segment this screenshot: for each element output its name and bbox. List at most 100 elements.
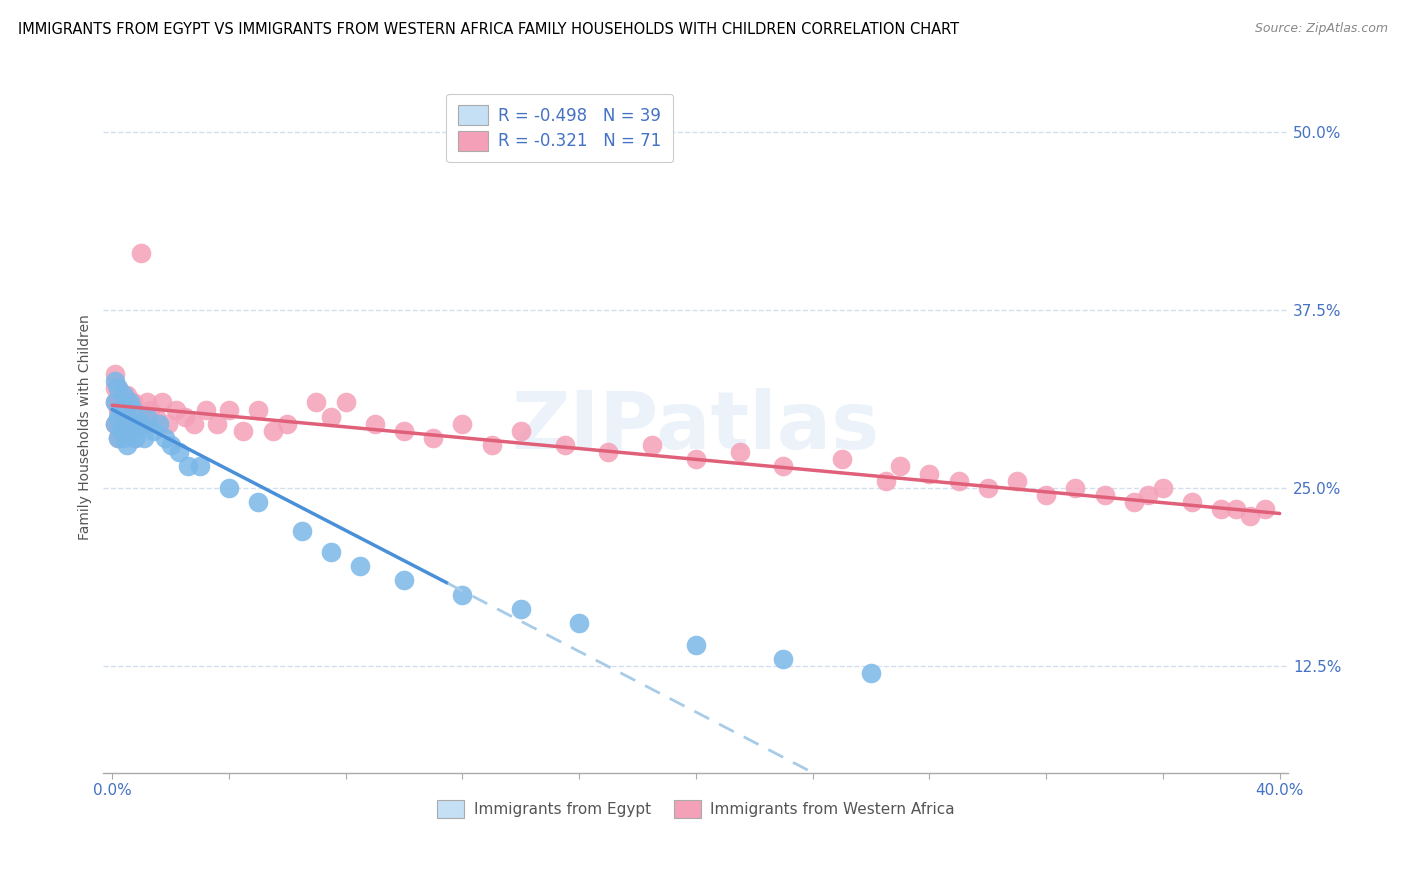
Point	[772, 459, 794, 474]
Point	[349, 559, 371, 574]
Point	[127, 417, 149, 431]
Point	[165, 402, 187, 417]
Point	[1211, 502, 1233, 516]
Point	[145, 409, 167, 424]
Point	[918, 467, 941, 481]
Point	[889, 459, 911, 474]
Point	[262, 424, 284, 438]
Point	[205, 417, 228, 431]
Point	[104, 417, 127, 431]
Point	[948, 474, 970, 488]
Point	[319, 545, 342, 559]
Point	[509, 602, 531, 616]
Point	[247, 495, 270, 509]
Point	[121, 395, 143, 409]
Point	[1064, 481, 1087, 495]
Point	[875, 474, 897, 488]
Point	[1122, 495, 1144, 509]
Point	[110, 388, 132, 402]
Point	[831, 452, 853, 467]
Point	[110, 424, 132, 438]
Point	[107, 381, 129, 395]
Point	[218, 402, 240, 417]
Point	[183, 417, 205, 431]
Legend: Immigrants from Egypt, Immigrants from Western Africa: Immigrants from Egypt, Immigrants from W…	[430, 794, 962, 824]
Point	[305, 395, 328, 409]
Point	[112, 424, 135, 438]
Point	[134, 431, 156, 445]
Point	[127, 409, 149, 424]
Point	[319, 409, 342, 424]
Point	[136, 395, 159, 409]
Text: Source: ZipAtlas.com: Source: ZipAtlas.com	[1254, 22, 1388, 36]
Point	[115, 409, 138, 424]
Point	[124, 431, 146, 445]
Point	[112, 395, 135, 409]
Point	[104, 395, 127, 409]
Point	[115, 388, 138, 402]
Point	[568, 616, 591, 631]
Point	[115, 409, 138, 424]
Point	[107, 402, 129, 417]
Text: ZIPatlas: ZIPatlas	[512, 388, 880, 467]
Point	[131, 417, 153, 431]
Point	[169, 445, 191, 459]
Point	[451, 588, 474, 602]
Point	[104, 381, 127, 395]
Point	[107, 431, 129, 445]
Point	[104, 374, 127, 388]
Point	[110, 402, 132, 417]
Point	[194, 402, 217, 417]
Point	[118, 395, 141, 409]
Point	[451, 417, 474, 431]
Point	[1005, 474, 1028, 488]
Point	[115, 438, 138, 452]
Point	[772, 652, 794, 666]
Point	[1035, 488, 1057, 502]
Point	[156, 417, 179, 431]
Point	[422, 431, 444, 445]
Point	[121, 402, 143, 417]
Point	[188, 459, 211, 474]
Text: IMMIGRANTS FROM EGYPT VS IMMIGRANTS FROM WESTERN AFRICA FAMILY HOUSEHOLDS WITH C: IMMIGRANTS FROM EGYPT VS IMMIGRANTS FROM…	[18, 22, 959, 37]
Point	[598, 445, 620, 459]
Point	[247, 402, 270, 417]
Point	[392, 574, 415, 588]
Point	[685, 638, 707, 652]
Point	[148, 417, 170, 431]
Point	[392, 424, 415, 438]
Point	[104, 367, 127, 381]
Point	[174, 409, 197, 424]
Point	[121, 417, 143, 431]
Point	[685, 452, 707, 467]
Point	[104, 417, 127, 431]
Point	[150, 395, 173, 409]
Point	[159, 438, 181, 452]
Point	[107, 395, 129, 409]
Point	[335, 395, 357, 409]
Point	[112, 431, 135, 445]
Point	[1152, 481, 1174, 495]
Point	[118, 417, 141, 431]
Point	[1239, 509, 1261, 524]
Point	[110, 409, 132, 424]
Point	[118, 424, 141, 438]
Point	[153, 431, 176, 445]
Point	[728, 445, 751, 459]
Point	[291, 524, 314, 538]
Point	[509, 424, 531, 438]
Point	[136, 409, 159, 424]
Point	[977, 481, 1000, 495]
Point	[481, 438, 503, 452]
Point	[860, 666, 883, 681]
Point	[1254, 502, 1277, 516]
Point	[142, 424, 165, 438]
Point	[554, 438, 576, 452]
Point	[641, 438, 664, 452]
Point	[1225, 502, 1247, 516]
Point	[112, 388, 135, 402]
Point	[177, 459, 200, 474]
Point	[1137, 488, 1160, 502]
Point	[134, 417, 156, 431]
Point	[1094, 488, 1116, 502]
